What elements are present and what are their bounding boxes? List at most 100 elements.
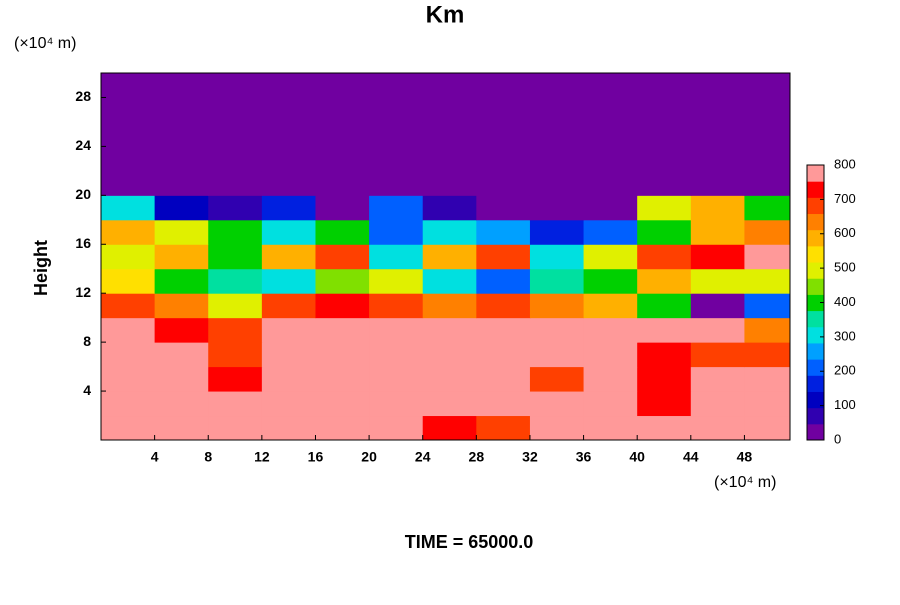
y-tick-label: 20	[75, 186, 91, 202]
heat-cell	[583, 146, 638, 172]
heat-cell	[422, 342, 477, 368]
heat-cell	[369, 342, 424, 368]
heat-cell	[101, 170, 156, 196]
heat-cell	[208, 391, 263, 417]
heat-cell	[154, 170, 209, 196]
x-tick-label: 44	[683, 449, 699, 465]
colorbar-band	[807, 423, 824, 441]
heat-cell	[583, 219, 638, 245]
heat-cell	[529, 391, 585, 417]
colorbar-band	[807, 342, 824, 360]
heat-cell	[744, 342, 790, 368]
heat-cell	[261, 415, 316, 440]
heat-cell	[208, 317, 263, 343]
colorbar-band	[807, 181, 824, 198]
heat-cell	[690, 219, 745, 245]
x-unit-label: (×10⁴ m)	[714, 474, 776, 491]
heat-cell	[154, 293, 209, 319]
heat-cell	[369, 170, 424, 196]
colorbar-band	[807, 326, 824, 344]
heat-cell	[583, 121, 638, 147]
heat-cell	[101, 244, 156, 270]
heat-cell	[154, 268, 209, 294]
x-tick-label: 36	[576, 449, 592, 465]
heat-cell	[744, 317, 790, 343]
heat-cell	[690, 342, 745, 368]
heat-cell	[422, 219, 477, 245]
heat-cell	[476, 366, 531, 392]
heat-cell	[529, 293, 585, 319]
heat-cell	[529, 366, 585, 392]
colorbar-band	[807, 294, 824, 312]
heat-cell	[744, 170, 790, 196]
heat-cell	[101, 121, 156, 147]
colorbar-tick-label: 300	[834, 328, 856, 343]
heat-cell	[690, 73, 745, 98]
heat-cell	[529, 195, 585, 221]
heat-cell	[476, 391, 531, 417]
heat-cell	[529, 73, 585, 98]
heat-cell	[261, 121, 316, 147]
heat-cell	[422, 293, 477, 319]
heat-cell	[315, 195, 370, 221]
heat-cell	[154, 244, 209, 270]
heat-cell	[154, 391, 209, 417]
heat-cell	[369, 146, 424, 172]
heat-cell	[369, 317, 424, 343]
heat-cell	[529, 244, 585, 270]
heat-cell	[744, 146, 790, 172]
heat-cell	[583, 317, 638, 343]
colorbar-band	[807, 262, 824, 279]
heat-cell	[744, 415, 790, 440]
heat-cell	[369, 73, 424, 98]
heat-cell	[583, 293, 638, 319]
x-tick-label: 4	[151, 449, 159, 465]
heat-cell	[101, 73, 156, 98]
heat-cell	[744, 73, 790, 98]
heat-cell	[690, 415, 745, 440]
heat-cell	[369, 244, 424, 270]
heat-cell	[208, 293, 263, 319]
heat-cell	[101, 97, 156, 123]
heat-cell	[315, 146, 370, 172]
heat-cell	[637, 146, 692, 172]
heat-cell	[208, 121, 263, 147]
heat-cell	[690, 366, 745, 392]
heat-cell	[369, 366, 424, 392]
heat-cell	[261, 317, 316, 343]
heat-cell	[690, 244, 745, 270]
heat-cell	[637, 244, 692, 270]
x-tick-label: 20	[361, 449, 377, 465]
heat-cell	[369, 219, 424, 245]
heat-cell	[476, 293, 531, 319]
heat-cell	[208, 342, 263, 368]
heat-cell	[476, 97, 531, 123]
heat-cell	[637, 219, 692, 245]
heat-cell	[369, 97, 424, 123]
heat-cell	[583, 268, 638, 294]
colorbar-band	[807, 165, 824, 182]
heat-cell	[422, 121, 477, 147]
colorbar-band	[807, 407, 824, 425]
heat-cell	[154, 366, 209, 392]
heat-cell	[315, 73, 370, 98]
colorbar-tick-label: 800	[834, 156, 856, 171]
heat-cell	[315, 391, 370, 417]
heat-cell	[744, 391, 790, 417]
heat-cell	[422, 268, 477, 294]
y-tick-label: 28	[75, 88, 91, 104]
heat-cell	[315, 170, 370, 196]
heat-cell	[476, 195, 531, 221]
heat-cell	[315, 342, 370, 368]
x-tick-label: 8	[204, 449, 212, 465]
heat-cell	[208, 195, 263, 221]
heat-cell	[315, 97, 370, 123]
heat-cell	[261, 73, 316, 98]
heat-cell	[637, 268, 692, 294]
heat-cell	[208, 73, 263, 98]
heat-cell	[637, 121, 692, 147]
heat-cell	[261, 342, 316, 368]
colorbar-band	[807, 310, 824, 328]
heat-cell	[529, 415, 585, 440]
heat-cell	[315, 219, 370, 245]
